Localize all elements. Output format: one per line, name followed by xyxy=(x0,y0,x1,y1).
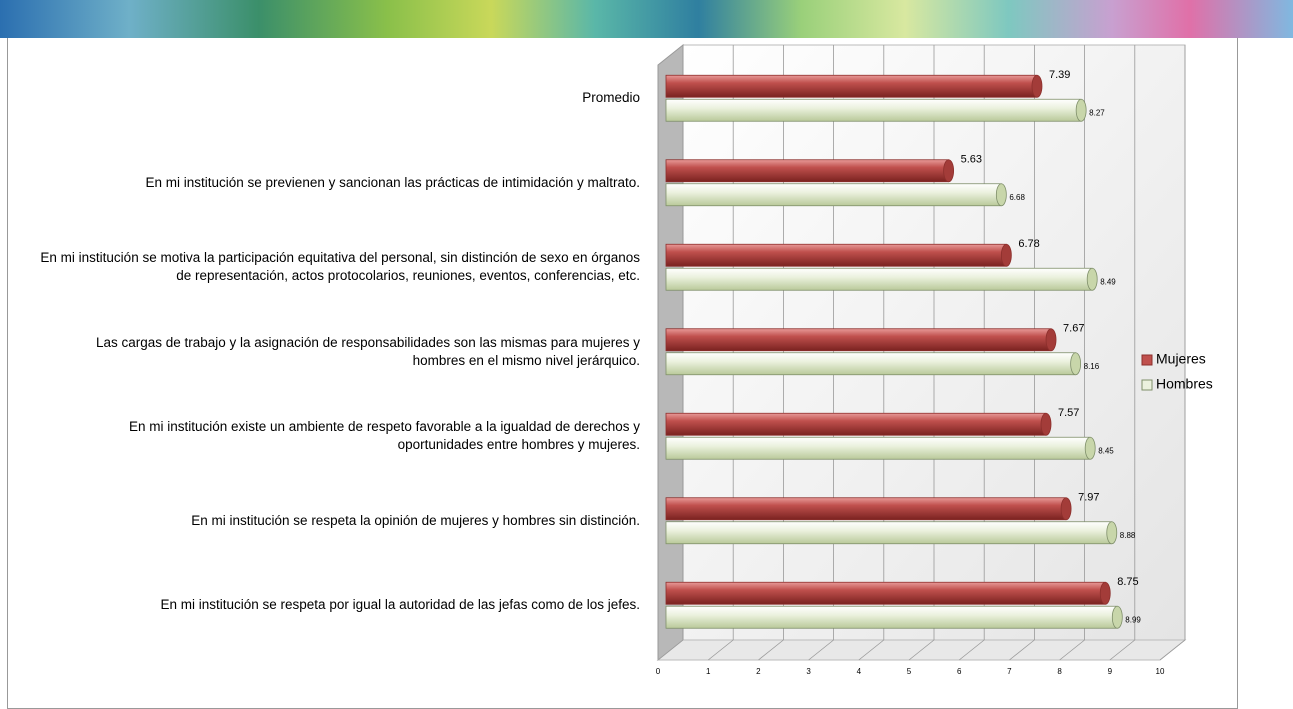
bar xyxy=(665,605,1118,629)
bar-cap xyxy=(1099,581,1111,605)
x-tick-label: 2 xyxy=(756,667,761,676)
x-tick-label: 6 xyxy=(957,667,962,676)
value-label: 8.45 xyxy=(1098,446,1114,455)
bar xyxy=(665,159,950,183)
bar-cap xyxy=(1045,328,1057,352)
bar xyxy=(665,98,1082,122)
floor-grid-line xyxy=(808,639,834,661)
floor-grid-line xyxy=(707,639,734,661)
banner xyxy=(0,0,1293,38)
bar xyxy=(665,581,1106,605)
value-label: 6.68 xyxy=(1009,193,1025,202)
value-label: 8.49 xyxy=(1100,277,1116,286)
value-label: 6.78 xyxy=(1018,238,1039,250)
category-label: En mi institución existe un ambiente de … xyxy=(128,419,640,453)
x-tick-label: 3 xyxy=(806,667,811,676)
bar xyxy=(665,183,1002,207)
value-label: 8.16 xyxy=(1084,362,1100,371)
bar xyxy=(665,412,1047,436)
bar-cap xyxy=(1000,243,1012,267)
value-label: 8.99 xyxy=(1125,615,1141,624)
bar xyxy=(665,243,1007,267)
category-label: En mi institución se motiva la participa… xyxy=(40,250,640,284)
floor-grid-line xyxy=(758,639,784,661)
bar xyxy=(665,521,1113,545)
value-label: 7.67 xyxy=(1063,323,1084,335)
bar xyxy=(665,497,1067,521)
category-label: Promedio xyxy=(582,90,640,106)
x-tick-label: 0 xyxy=(656,667,661,676)
x-tick-label: 10 xyxy=(1156,667,1165,676)
value-label: 5.63 xyxy=(961,154,982,166)
legend-swatch xyxy=(1141,379,1153,391)
x-tick-label: 4 xyxy=(857,667,862,676)
bar xyxy=(665,267,1093,291)
category-label: En mi institución se previenen y sancion… xyxy=(145,174,641,190)
bar-cap xyxy=(1111,605,1123,629)
category-label: Las cargas de trabajo y la asignación de… xyxy=(95,334,640,368)
value-label: 7.97 xyxy=(1078,492,1099,504)
legend-swatch xyxy=(1141,354,1153,366)
floor-grid-line xyxy=(1059,639,1085,661)
bar-cap xyxy=(1070,352,1082,376)
bar xyxy=(665,328,1052,352)
x-tick-label: 9 xyxy=(1108,667,1113,676)
bar-cap xyxy=(1075,98,1087,122)
bar-cap xyxy=(995,183,1007,207)
floor-grid-line xyxy=(908,639,935,661)
category-label: En mi institución se respeta por igual l… xyxy=(160,597,640,613)
bar xyxy=(665,352,1077,376)
bar xyxy=(665,436,1091,460)
floor-grid-line xyxy=(657,639,684,661)
value-label: 7.57 xyxy=(1058,407,1079,419)
bar-cap xyxy=(1060,497,1072,521)
bar-cap xyxy=(1040,412,1052,436)
category-label: En mi institución se respeta la opinión … xyxy=(191,512,640,528)
bar xyxy=(665,74,1038,98)
bar-cap xyxy=(943,159,955,183)
bar-cap xyxy=(1084,436,1096,460)
x-tick-label: 8 xyxy=(1057,667,1062,676)
value-label: 7.39 xyxy=(1049,69,1070,81)
floor-grid-line xyxy=(1009,639,1035,661)
bar-cap xyxy=(1031,74,1043,98)
bar-cap xyxy=(1106,521,1118,545)
value-label: 8.75 xyxy=(1117,576,1138,588)
floor-grid-line xyxy=(1159,639,1186,661)
floor-grid-line xyxy=(1109,639,1136,661)
x-tick-label: 5 xyxy=(907,667,912,676)
floor-grid-line xyxy=(858,639,885,661)
x-tick-label: 1 xyxy=(706,667,711,676)
floor-grid-line xyxy=(958,639,985,661)
value-label: 8.27 xyxy=(1089,108,1105,117)
bar-cap xyxy=(1086,267,1098,291)
legend-label: Hombres xyxy=(1156,376,1213,392)
x-tick-label: 7 xyxy=(1007,667,1012,676)
legend-label: Mujeres xyxy=(1156,351,1206,367)
value-label: 8.88 xyxy=(1120,531,1136,540)
